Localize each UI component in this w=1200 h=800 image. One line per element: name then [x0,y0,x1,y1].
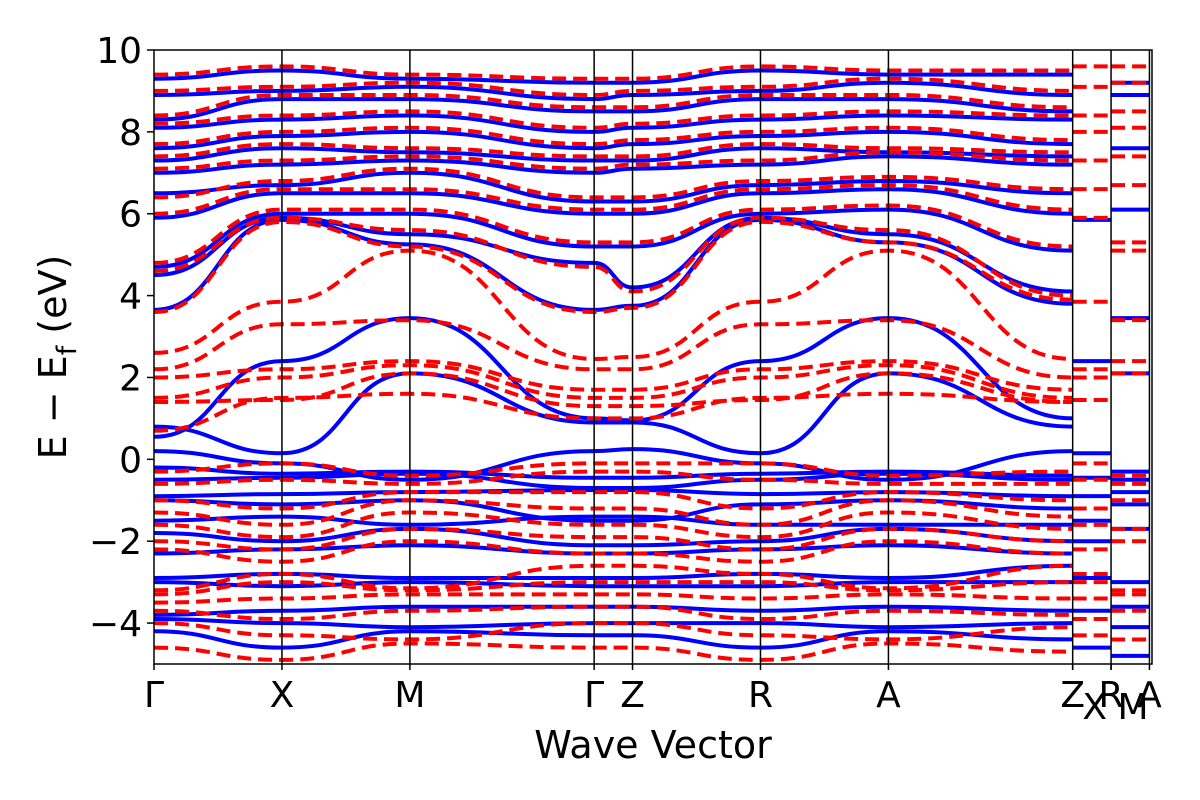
x-tick-label: M [394,675,425,716]
x-tick-label: Z [620,675,645,716]
x-tick-label: M [1118,687,1149,728]
y-axis-label-sub: f [52,344,83,355]
y-ticks: 10 8 6 4 2 0 −2 −4 [89,31,154,645]
plot-frame [153,49,1153,665]
x-tick-label: A [876,675,901,716]
y-tick-label: 6 [119,195,142,236]
x-tick-label: Γ [584,675,604,716]
x-tick-label: Z [1060,675,1085,716]
y-axis-label-tail: (eV) [31,255,75,346]
y-tick-label: 2 [119,358,142,399]
x-tick-label: Γ [144,675,164,716]
x-tick-label: X [1082,687,1107,728]
plot-background [154,50,1152,664]
y-tick-label: −2 [89,522,142,563]
x-tick-label: R [1099,675,1124,716]
y-tick-label: 4 [119,277,142,318]
y-axis-label-lead: E − E [31,355,75,459]
x-tick-label: A [1137,675,1162,716]
y-tick-label: 10 [96,31,142,72]
y-tick-label: 0 [119,440,142,481]
x-axis-label: Wave Vector [534,723,772,767]
y-tick-label: −4 [89,604,142,645]
kpoint-lines [281,50,1151,664]
solid-band-segments [1072,80,1150,658]
x-tick-label: R [748,675,773,716]
y-axis-label: E − Ef (eV) [31,255,83,460]
x-tick-label: X [270,675,295,716]
y-tick-label: 8 [119,113,142,154]
dashed-band-segments [1072,64,1150,642]
